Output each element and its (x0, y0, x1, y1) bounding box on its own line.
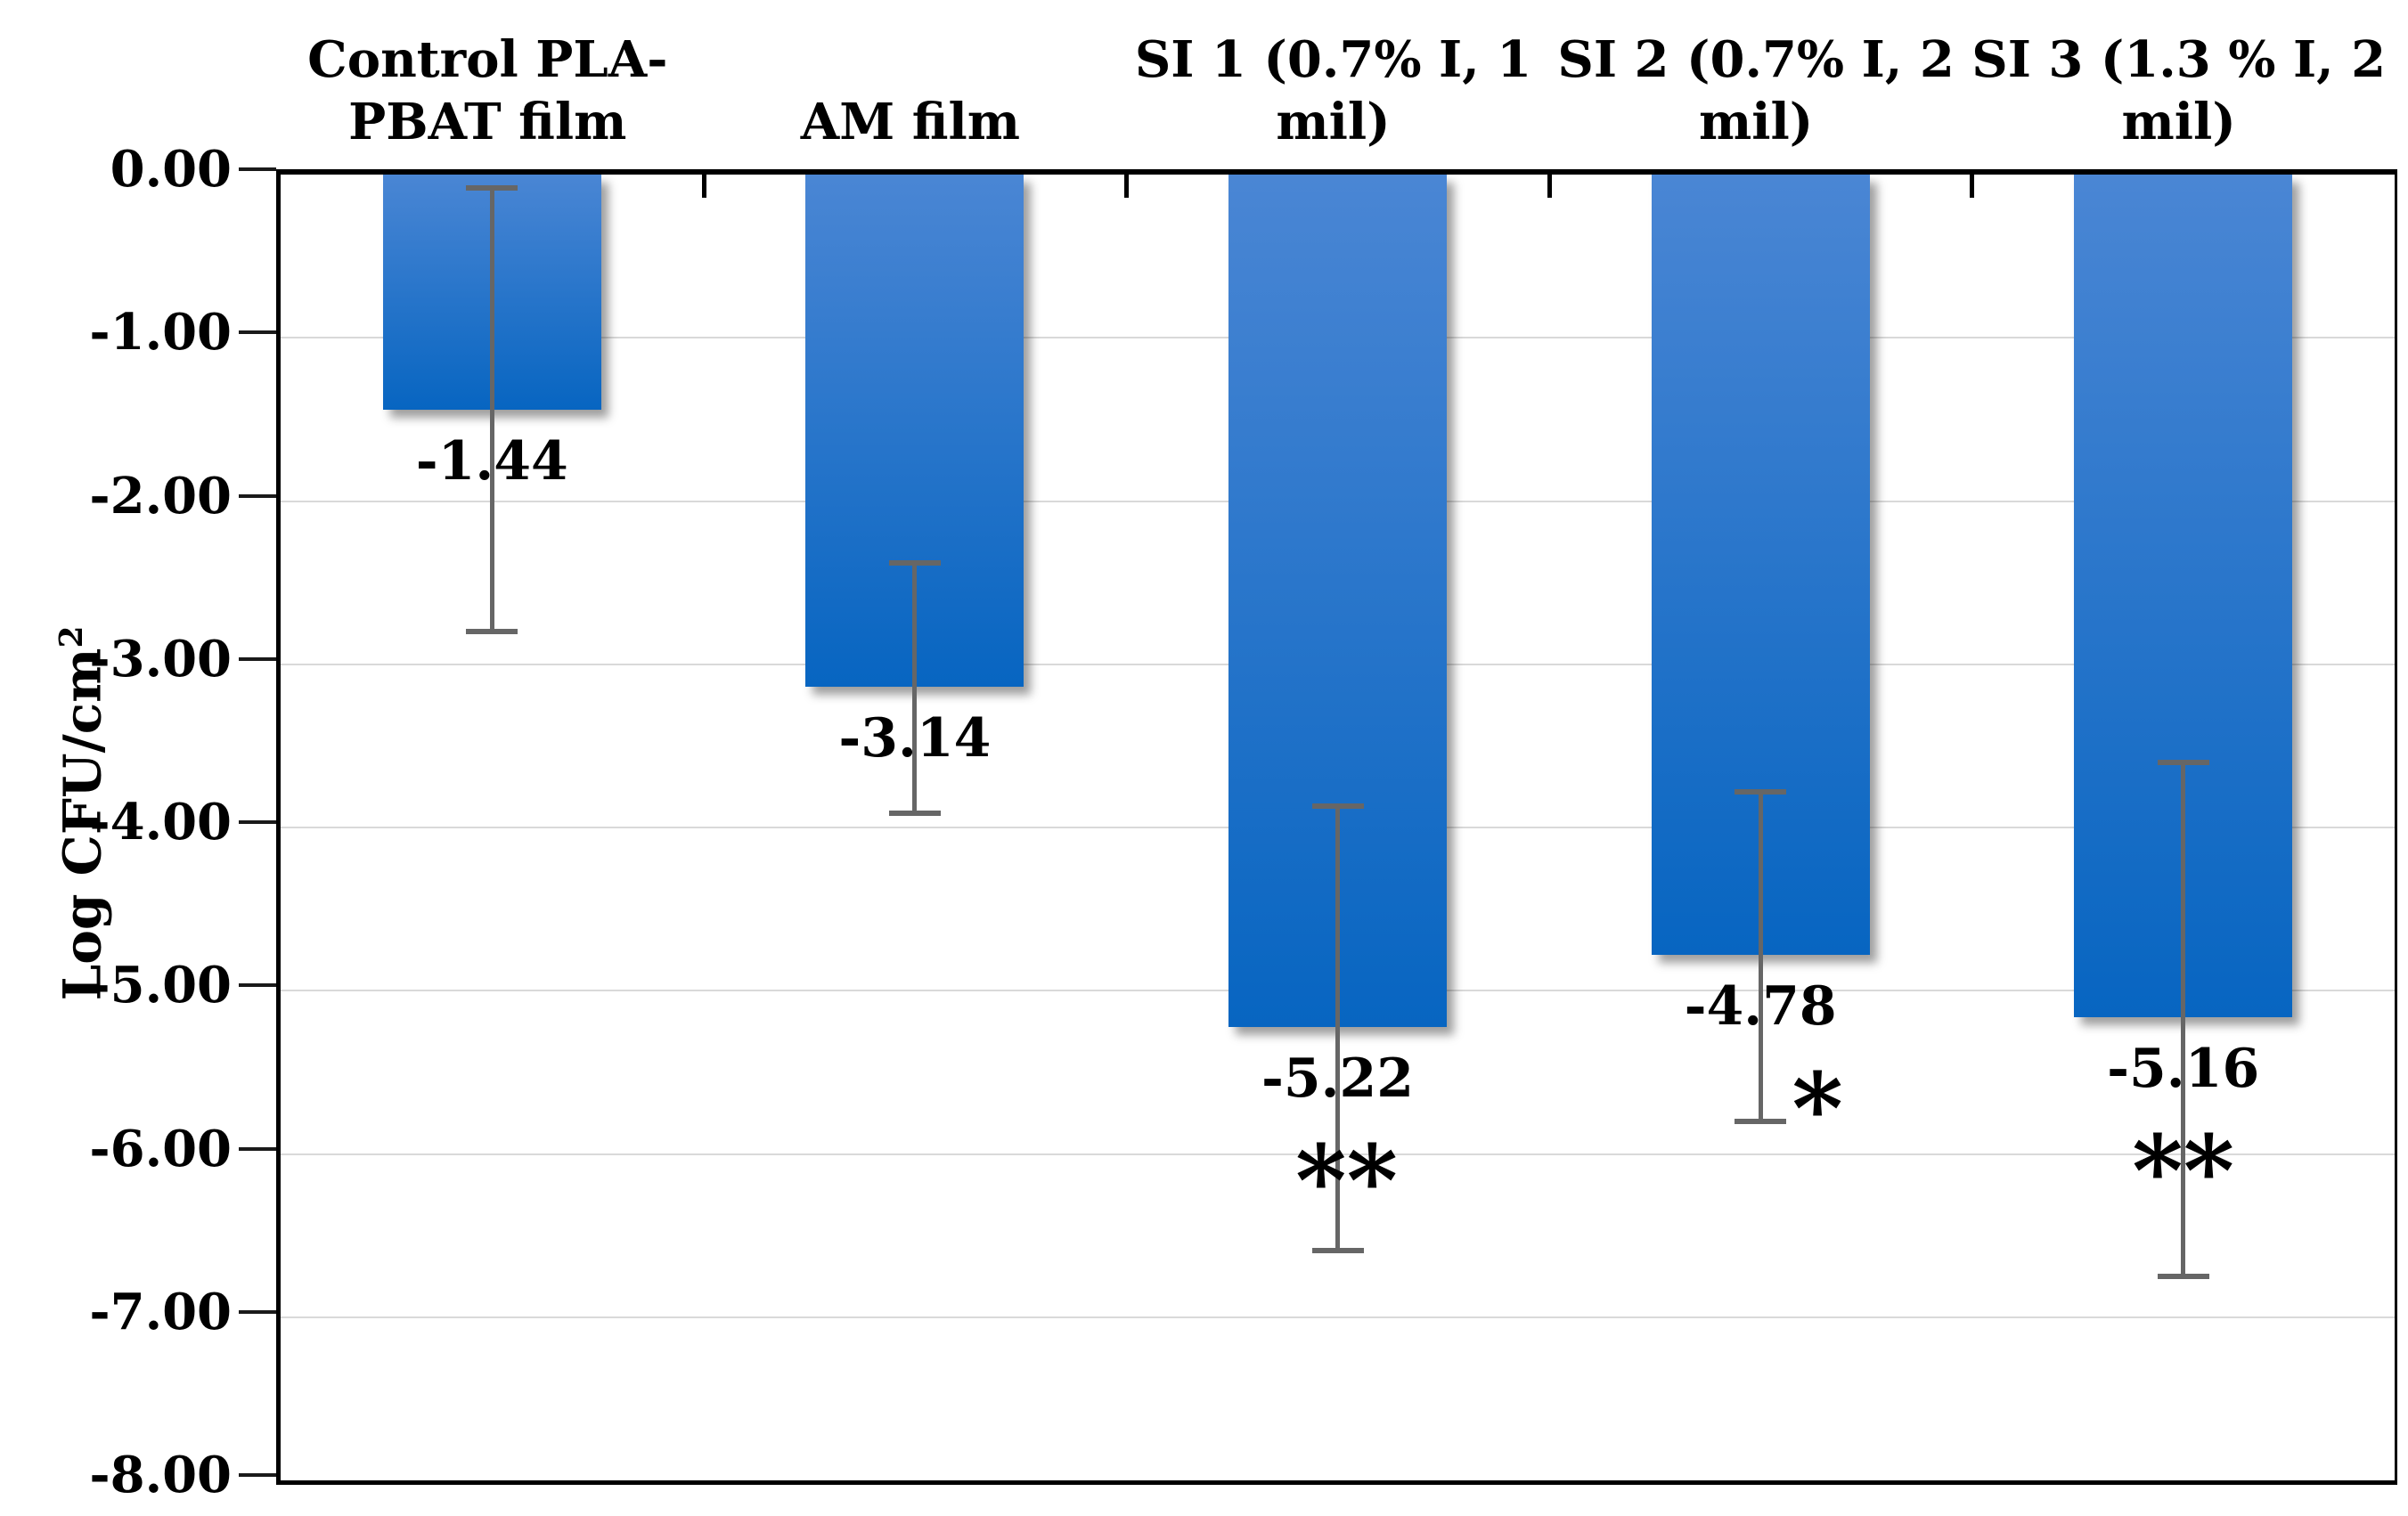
category-label: Control PLA- PBAT film (307, 30, 668, 151)
significance-label: * (1792, 1050, 1843, 1166)
data-label: -5.16 (2107, 1037, 2260, 1100)
y-tick-mark (239, 656, 276, 661)
data-label: -5.22 (1261, 1047, 1415, 1110)
error-bar (489, 187, 494, 632)
y-tick-mark (239, 1309, 276, 1314)
axis-boundary-tick (1124, 175, 1130, 198)
error-bar-cap (2157, 759, 2209, 765)
significance-label: ** (2132, 1113, 2235, 1228)
y-tick-label: -8.00 (89, 1446, 232, 1504)
y-tick-mark (239, 820, 276, 824)
error-bar (1335, 806, 1340, 1251)
y-tick-label: -4.00 (89, 793, 232, 852)
y-tick-label: -7.00 (89, 1282, 232, 1341)
error-bar-cap (2157, 1273, 2209, 1279)
error-bar-cap (1735, 788, 1787, 795)
error-bar (912, 563, 918, 813)
y-tick-label: -5.00 (89, 956, 232, 1015)
y-tick-mark (239, 167, 276, 171)
axis-boundary-tick (1970, 175, 1975, 198)
error-bar-cap (888, 560, 941, 566)
error-bar-cap (466, 629, 518, 635)
category-label: AM film (800, 93, 1020, 151)
data-label: -4.78 (1684, 974, 1837, 1038)
error-bar-cap (888, 810, 941, 816)
error-bar-cap (1311, 1247, 1364, 1253)
error-bar-cap (1735, 1118, 1787, 1124)
y-tick-mark (239, 983, 276, 988)
y-tick-mark (239, 1473, 276, 1477)
y-tick-label: -3.00 (89, 629, 232, 689)
data-label: -3.14 (838, 707, 992, 770)
error-bar (2181, 762, 2186, 1276)
plot-area: -1.44 -3.14 -5.22 ** -4.78 * -5.16 ** (276, 169, 2397, 1485)
y-tick-mark (239, 330, 276, 335)
error-bar (1758, 791, 1763, 1121)
error-bar-cap (466, 184, 518, 191)
significance-label: ** (1294, 1122, 1399, 1238)
error-bar-cap (1311, 803, 1364, 810)
axis-boundary-tick (701, 175, 706, 198)
y-tick-label: -1.00 (89, 303, 232, 363)
y-tick-mark (239, 1146, 276, 1151)
y-tick-label: 0.00 (110, 140, 232, 199)
axis-boundary-tick (1547, 175, 1552, 198)
category-label: SI 2 (0.7% I, 2 mil) (1557, 30, 1955, 151)
y-tick-label: -6.00 (89, 1119, 232, 1178)
data-label: -1.44 (415, 429, 568, 493)
y-tick-mark (239, 493, 276, 498)
y-tick-label: -2.00 (89, 466, 232, 526)
gridline (281, 1316, 2395, 1318)
category-label: SI 1 (0.7% I, 1 mil) (1134, 30, 1532, 151)
category-label: SI 3 (1.3 % I, 2 mil) (1971, 30, 2387, 151)
